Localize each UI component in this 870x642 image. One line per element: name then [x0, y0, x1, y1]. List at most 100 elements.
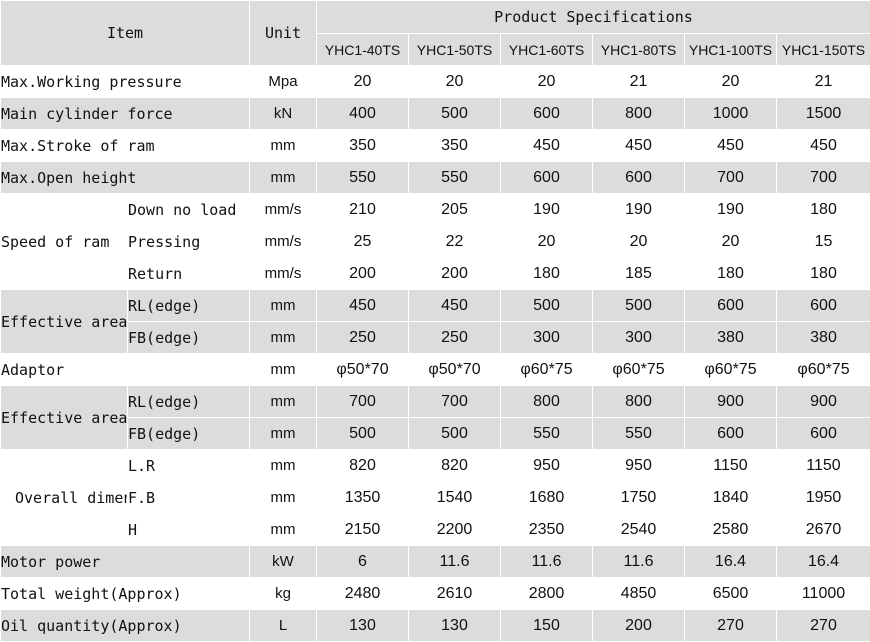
cell-value: 700 — [777, 162, 870, 194]
cell-value: 800 — [593, 386, 685, 418]
row-sublabel: Down no load — [128, 194, 250, 226]
cell-value: 700 — [317, 386, 409, 418]
cell-value: 1540 — [409, 482, 501, 514]
row-unit: mm — [250, 354, 317, 386]
table-row: Effective area of working table RL(edge)… — [1, 290, 870, 322]
cell-value: 200 — [409, 258, 501, 290]
cell-value: 190 — [593, 194, 685, 226]
cell-value: 1500 — [777, 98, 870, 130]
cell-value: 11.6 — [501, 546, 593, 578]
header-model: YHC1-50TS — [409, 34, 501, 66]
cell-value: 820 — [409, 450, 501, 482]
cell-value: 600 — [593, 162, 685, 194]
row-label: Main cylinder force — [1, 98, 250, 130]
cell-value: 1680 — [501, 482, 593, 514]
cell-value: 500 — [317, 418, 409, 450]
header-spec-title: Product Specifications — [317, 1, 870, 34]
cell-value: 450 — [317, 290, 409, 322]
table-row: F.B mm 1350 1540 1680 1750 1840 1950 — [1, 482, 870, 514]
row-label: Max.Stroke of ram — [1, 130, 250, 162]
table-row: Effective area of working table RL(edge)… — [1, 386, 870, 418]
row-unit: mm/s — [250, 226, 317, 258]
cell-value: 1840 — [685, 482, 777, 514]
row-sublabel: FB(edge) — [128, 418, 250, 450]
cell-value: 20 — [501, 66, 593, 98]
cell-value: 20 — [685, 226, 777, 258]
table-row: Main cylinder force kN 400 500 600 800 1… — [1, 98, 870, 130]
cell-value: 11.6 — [593, 546, 685, 578]
cell-value: 600 — [501, 98, 593, 130]
row-label: Max.Working pressure — [1, 66, 250, 98]
cell-value: 190 — [685, 194, 777, 226]
table-row: Speed of ram Down no load mm/s 210 205 1… — [1, 194, 870, 226]
cell-value: 900 — [685, 386, 777, 418]
cell-value: 950 — [593, 450, 685, 482]
cell-value: 150 — [501, 610, 593, 642]
cell-value: 25 — [317, 226, 409, 258]
cell-value: 270 — [685, 610, 777, 642]
cell-value: 250 — [409, 322, 501, 354]
row-unit: mm/s — [250, 258, 317, 290]
table-row: Oil quantity(Approx) L 130 130 150 200 2… — [1, 610, 870, 642]
cell-value: 450 — [777, 130, 870, 162]
row-unit: kN — [250, 98, 317, 130]
cell-value: 210 — [317, 194, 409, 226]
row-sublabel: F.B — [128, 482, 250, 514]
cell-value: 300 — [593, 322, 685, 354]
row-sublabel: H — [128, 514, 250, 546]
cell-value: 500 — [409, 98, 501, 130]
table-row: FB(edge) mm 250 250 300 300 380 380 — [1, 322, 870, 354]
cell-value: 205 — [409, 194, 501, 226]
cell-value: 1150 — [777, 450, 870, 482]
cell-value: 550 — [501, 418, 593, 450]
row-unit: mm — [250, 162, 317, 194]
cell-value: 550 — [593, 418, 685, 450]
cell-value: 20 — [317, 66, 409, 98]
row-unit: mm/s — [250, 194, 317, 226]
cell-value: 22 — [409, 226, 501, 258]
table-row: Adaptor mm φ50*70 φ50*70 φ60*75 φ60*75 φ… — [1, 354, 870, 386]
cell-value: 300 — [501, 322, 593, 354]
cell-value: 2580 — [685, 514, 777, 546]
cell-value: 800 — [593, 98, 685, 130]
table-row: Max.Stroke of ram mm 350 350 450 450 450… — [1, 130, 870, 162]
cell-value: 15 — [777, 226, 870, 258]
row-sublabel: Return — [128, 258, 250, 290]
cell-value: 700 — [685, 162, 777, 194]
row-group-label: Overall dimension — [1, 450, 128, 546]
row-unit: mm — [250, 322, 317, 354]
cell-value: 2480 — [317, 578, 409, 610]
cell-value: 600 — [777, 290, 870, 322]
row-group-label: Speed of ram — [1, 194, 128, 290]
cell-value: 400 — [317, 98, 409, 130]
row-label: Max.Open height — [1, 162, 250, 194]
cell-value: 16.4 — [777, 546, 870, 578]
cell-value: 11000 — [777, 578, 870, 610]
cell-value: 600 — [685, 290, 777, 322]
cell-value: 380 — [777, 322, 870, 354]
cell-value: 500 — [409, 418, 501, 450]
cell-value: 600 — [777, 418, 870, 450]
cell-value: 16.4 — [685, 546, 777, 578]
cell-value: 130 — [317, 610, 409, 642]
row-unit: mm — [250, 514, 317, 546]
cell-value: 250 — [317, 322, 409, 354]
cell-value: 350 — [409, 130, 501, 162]
table-row: Pressing mm/s 25 22 20 20 20 15 — [1, 226, 870, 258]
header-model: YHC1-80TS — [593, 34, 685, 66]
cell-value: 1350 — [317, 482, 409, 514]
cell-value: φ50*70 — [409, 354, 501, 386]
table-row: Total weight(Approx) kg 2480 2610 2800 4… — [1, 578, 870, 610]
cell-value: 900 — [777, 386, 870, 418]
row-sublabel: RL(edge) — [128, 290, 250, 322]
cell-value: 20 — [409, 66, 501, 98]
cell-value: φ60*75 — [501, 354, 593, 386]
cell-value: φ60*75 — [685, 354, 777, 386]
cell-value: 700 — [409, 386, 501, 418]
cell-value: 4850 — [593, 578, 685, 610]
cell-value: 600 — [501, 162, 593, 194]
cell-value: 180 — [777, 258, 870, 290]
cell-value: 600 — [685, 418, 777, 450]
table-row: Overall dimension L.R mm 820 820 950 950… — [1, 450, 870, 482]
